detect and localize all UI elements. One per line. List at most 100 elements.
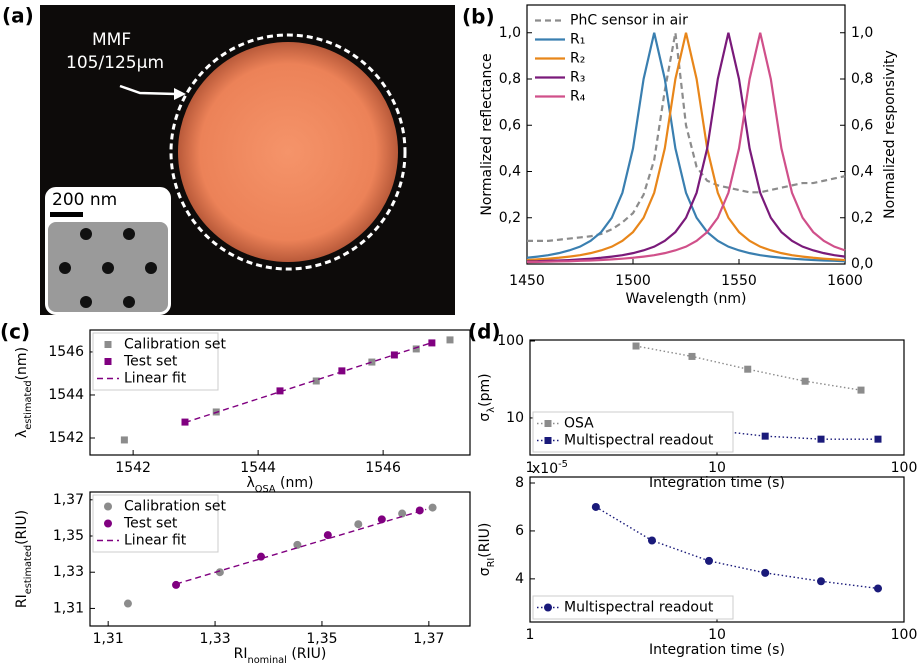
y-tick-label: 0,4: [499, 164, 521, 180]
x-axis-label-part: λ: [246, 475, 254, 491]
data-point: [633, 343, 640, 350]
legend-label: Multispectral readout: [564, 433, 714, 449]
y-axis-label-part: σ: [477, 413, 493, 422]
data-point: [592, 503, 600, 511]
series-line: [596, 507, 878, 588]
y-tick-label: 1,0: [499, 25, 521, 41]
y-tick-label: 1544: [48, 387, 84, 403]
y-tick-label: 0,8: [499, 71, 521, 87]
x-axis-label: RInominal (RIU): [234, 646, 327, 663]
data-point: [762, 433, 769, 440]
y2-tick-label: 0,2: [851, 210, 873, 226]
x-tick-label: 1,31: [93, 631, 124, 647]
x-axis-label-part: nominal: [247, 655, 286, 663]
y-tick-label: 1546: [48, 344, 84, 360]
x-axis-label: Integration time (s): [649, 642, 785, 658]
fiber-core: [178, 42, 398, 262]
x-axis-label-part: (RIU): [287, 646, 326, 662]
data-point: [744, 366, 751, 373]
y-axis-label-part: (pm): [477, 373, 493, 406]
y2-axis-label: Normalized responsivity: [882, 50, 898, 219]
legend-label: Linear fit: [124, 533, 187, 549]
data-point: [874, 436, 881, 443]
legend-marker: [545, 437, 552, 444]
data-point: [802, 378, 809, 385]
y-axis-label-part: (RIU): [477, 523, 493, 558]
axis-multiplier-part: x10: [532, 461, 558, 477]
data-point: [447, 336, 454, 343]
y-axis-label-part: σ: [477, 567, 493, 576]
legend-label: R₁: [570, 32, 585, 48]
panel-label: (b): [462, 5, 495, 29]
data-point: [338, 367, 345, 374]
y-tick-label: 6: [515, 523, 524, 539]
x-tick-label: 1450: [509, 273, 545, 289]
data-point: [858, 387, 865, 394]
y-tick-label: 4: [515, 571, 524, 587]
x-tick-label: 1600: [827, 273, 863, 289]
y-axis-label: σRI(RIU): [477, 523, 497, 577]
legend-label: R₄: [570, 89, 586, 105]
legend-marker: [544, 604, 552, 612]
legend-label: OSA: [564, 416, 594, 432]
legend-label: Test set: [123, 354, 178, 370]
figure: (a) MMF 105/125µm 200 nm (b) 1450 1500 1550…: [0, 0, 920, 663]
x-axis-label-part: (nm): [276, 475, 314, 491]
panel-label: (a): [2, 4, 34, 28]
y-axis-label-part: (nm): [14, 347, 30, 380]
y-tick-label: 8: [515, 475, 524, 491]
y-axis-label: Normalized reflectance: [479, 53, 495, 215]
x-tick-label: 10: [708, 627, 726, 643]
x-tick-label: 100: [891, 627, 918, 643]
series-line: [527, 33, 845, 261]
data-point: [648, 537, 656, 545]
y-axis-label-part: λ: [14, 430, 30, 438]
x-tick-label: 1,35: [306, 631, 337, 647]
y2-tick-label: 0,4: [851, 164, 873, 180]
y-tick-label: 0,6: [499, 117, 521, 133]
data-point: [172, 581, 180, 589]
data-point: [416, 506, 424, 514]
panel-label: (c): [0, 320, 30, 344]
y-tick-label: 100: [497, 333, 524, 349]
x-axis-label: Wavelength (nm): [626, 291, 747, 307]
data-point: [429, 504, 437, 512]
y-tick-label: 0,2: [499, 210, 521, 226]
legend-marker: [104, 520, 112, 528]
y-axis-label: σλ(pm): [477, 373, 497, 421]
x-tick-label: 1550: [721, 273, 757, 289]
scale-bar-label: 200 nm: [52, 190, 117, 210]
y2-tick-label: 0,0: [851, 256, 873, 272]
x-tick-label: 10: [708, 460, 726, 476]
x-axis-label-part: OSA: [255, 484, 276, 495]
y-axis-label-part: estimated: [23, 380, 34, 429]
data-point: [817, 577, 825, 585]
series-line: [185, 342, 434, 423]
legend-marker: [105, 358, 112, 365]
x-tick-label: 1544: [240, 460, 276, 476]
y-axis-label: λestimated(nm): [14, 347, 34, 438]
y-axis-label: RIestimated(RIU): [14, 510, 34, 608]
data-point: [124, 600, 132, 608]
fiber-size: 105/125µm: [66, 53, 164, 73]
y-tick-label: 1,37: [53, 492, 84, 508]
legend-label: Test set: [123, 516, 178, 532]
y2-tick-label: 0,8: [851, 71, 873, 87]
data-point: [874, 584, 882, 592]
data-point: [818, 436, 825, 443]
y-axis-label-part: RI: [14, 594, 30, 608]
legend-label: Calibration set: [124, 337, 227, 353]
series-line: [527, 33, 845, 262]
legend-label: Multispectral readout: [564, 600, 714, 616]
x-axis-label-part: RI: [234, 646, 248, 662]
data-point: [121, 436, 128, 443]
y-tick-label: 1,33: [53, 564, 84, 580]
x-tick-label: 1: [526, 627, 535, 643]
data-point: [368, 359, 375, 366]
fiber-name: MMF: [92, 30, 131, 50]
x-tick-label: 1500: [615, 273, 651, 289]
legend-marker: [105, 341, 112, 348]
axis-multiplier-part: -5: [558, 459, 568, 470]
y-tick-label: 1542: [48, 430, 84, 446]
panel-label: (d): [468, 320, 501, 344]
